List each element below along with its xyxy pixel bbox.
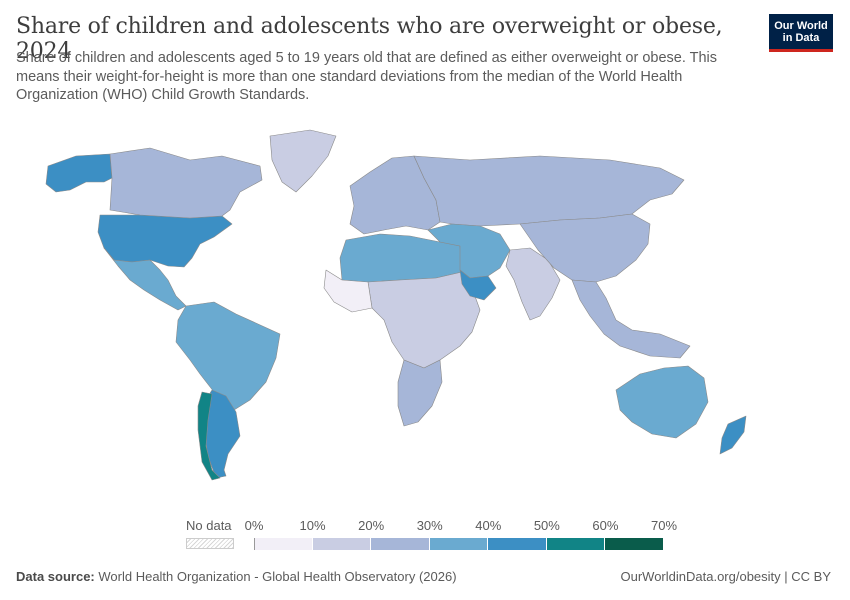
map-region-southern-africa[interactable] — [397, 359, 443, 427]
map-region-australia[interactable] — [615, 365, 709, 439]
source-url[interactable]: OurWorldinData.org/obesity | CC BY — [620, 569, 832, 584]
logo-line-1: Our World — [774, 20, 828, 32]
data-source-label: Data source: — [16, 569, 95, 584]
legend-tick: 20% — [358, 518, 385, 533]
logo-line-2: in Data — [782, 32, 820, 44]
map-region-gulf[interactable] — [459, 269, 497, 301]
map-region-new-zealand[interactable] — [719, 415, 747, 455]
legend-tick: 10% — [299, 518, 326, 533]
legend-bin-60-70[interactable] — [605, 538, 664, 550]
no-data-label: No data — [186, 518, 232, 533]
map-region-canada[interactable] — [109, 147, 263, 219]
legend-tick: 60% — [592, 518, 619, 533]
map-region-russia-and-central-asia[interactable] — [413, 155, 685, 227]
map-region-greenland[interactable] — [269, 129, 337, 193]
legend-bin-40-50[interactable] — [488, 538, 547, 550]
map-region-europe[interactable] — [349, 155, 441, 235]
chart-title: Share of children and adolescents who ar… — [16, 14, 723, 64]
legend-bin-0-10[interactable] — [254, 538, 313, 550]
owid-logo[interactable]: Our World in Data — [769, 14, 833, 52]
no-data-swatch — [186, 538, 234, 549]
world-map[interactable] — [0, 120, 850, 500]
color-legend: No data 0% 10% 20% 30% 40% 50% 60% 70% — [0, 512, 850, 552]
map-region-north-america[interactable] — [97, 214, 233, 268]
map-region-southeast-asia[interactable] — [571, 279, 691, 359]
map-region-south-america-north[interactable] — [175, 301, 281, 413]
map-region-south-asia[interactable] — [505, 247, 561, 321]
map-region-alaska[interactable] — [45, 153, 113, 193]
legend-bin-50-60[interactable] — [546, 538, 606, 550]
legend-tick: 30% — [416, 518, 443, 533]
data-source: Data source: World Health Organization -… — [16, 569, 457, 584]
map-region-mexico-and-central-america[interactable] — [103, 247, 187, 311]
legend-bin-10-20[interactable] — [312, 538, 372, 550]
map-region-sub-saharan-africa[interactable] — [367, 271, 481, 369]
map-region-southern-cone-coast[interactable] — [197, 391, 221, 481]
legend-bin-20-30[interactable] — [371, 538, 430, 550]
legend-tick: 0% — [244, 518, 264, 533]
legend-bin-30-40[interactable] — [429, 538, 489, 550]
legend-tick: 40% — [475, 518, 502, 533]
legend-tick: 70% — [650, 518, 678, 533]
map-region-china[interactable] — [519, 213, 651, 283]
data-source-text[interactable]: World Health Organization - Global Healt… — [98, 569, 457, 584]
map-region-middle-east[interactable] — [427, 223, 511, 279]
map-region-sahel[interactable] — [323, 269, 373, 313]
chart-subtitle: Share of children and adolescents aged 5… — [16, 50, 718, 103]
legend-tick: 50% — [533, 518, 560, 533]
